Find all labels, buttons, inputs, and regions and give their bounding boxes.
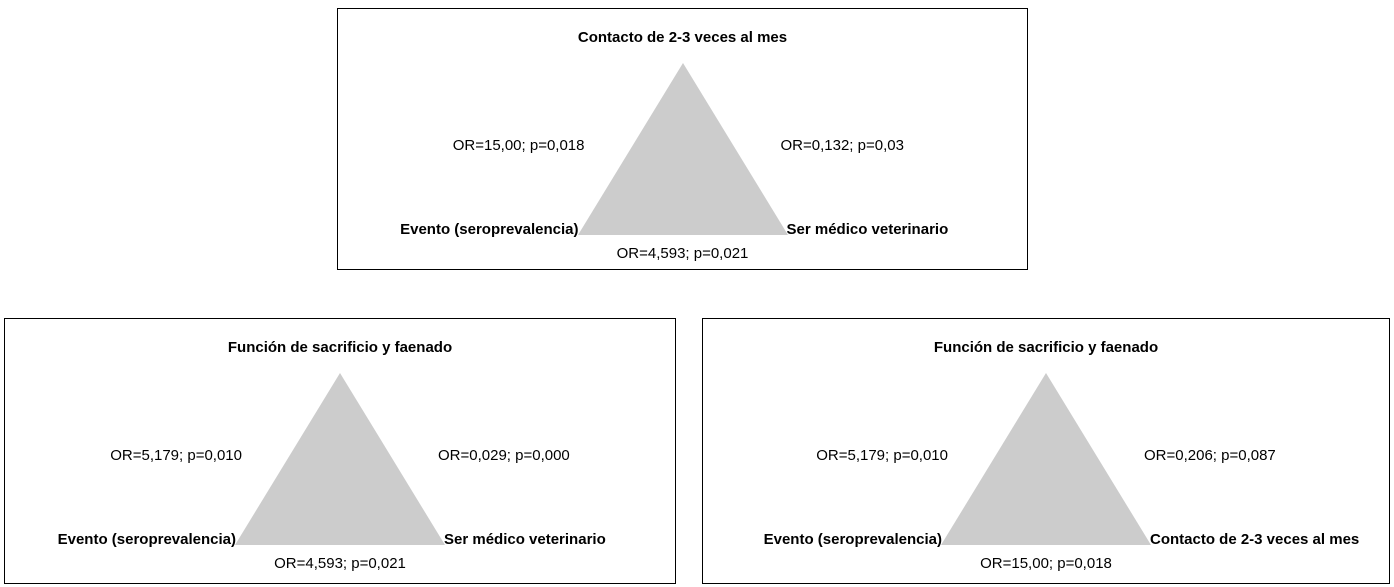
triangle-icon — [577, 63, 788, 235]
bottom-edge-or-label: OR=4,593; p=0,021 — [616, 245, 749, 262]
left-edge-or-label: OR=5,179; p=0,010 — [816, 447, 948, 464]
triangle-shape — [941, 373, 1151, 545]
left-edge-or-label: OR=5,179; p=0,010 — [110, 447, 242, 464]
triangle-icon — [235, 373, 445, 545]
bottom-edge-or-label: OR=4,593; p=0,021 — [274, 555, 406, 572]
panel-sacrificio-contacto-mediation: Función de sacrificio y faenado OR=5,179… — [702, 318, 1390, 584]
right-edge-or-label: OR=0,132; p=0,03 — [780, 137, 904, 154]
panel-title: Contacto de 2-3 veces al mes — [577, 29, 788, 46]
panel-contacto-mediation: Contacto de 2-3 veces al mes OR=15,00; p… — [337, 8, 1028, 270]
right-edge-or-label: OR=0,206; p=0,087 — [1144, 447, 1276, 464]
triangle-shape — [577, 63, 788, 235]
triangle-shape — [235, 373, 445, 545]
left-vertex-label: Evento (seroprevalencia) — [763, 531, 942, 548]
triangle-icon — [941, 373, 1151, 545]
left-vertex-label: Evento (seroprevalencia) — [57, 531, 236, 548]
panel-title: Función de sacrificio y faenado — [227, 339, 453, 356]
panel-sacrificio-ser-medico-mediation: Función de sacrificio y faenado OR=5,179… — [4, 318, 676, 584]
right-vertex-label: Ser médico veterinario — [444, 531, 606, 548]
left-edge-or-label: OR=15,00; p=0,018 — [452, 137, 585, 154]
bottom-edge-or-label: OR=15,00; p=0,018 — [980, 555, 1112, 572]
left-vertex-label: Evento (seroprevalencia) — [400, 221, 579, 238]
panel-title: Función de sacrificio y faenado — [933, 339, 1159, 356]
right-vertex-label: Ser médico veterinario — [786, 221, 949, 238]
right-vertex-label: Contacto de 2-3 veces al mes — [1150, 531, 1360, 548]
right-edge-or-label: OR=0,029; p=0,000 — [438, 447, 570, 464]
